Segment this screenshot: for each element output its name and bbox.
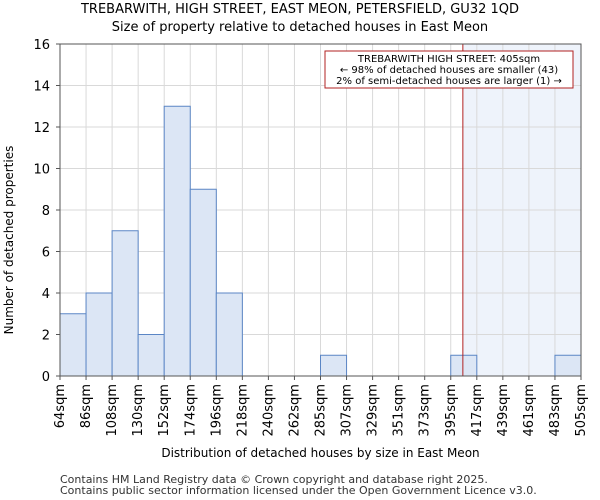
x-tick-label: 152sqm <box>157 384 172 437</box>
annotation-line-2: ← 98% of detached houses are smaller (43… <box>340 65 558 76</box>
x-tick-label: 307sqm <box>340 384 355 437</box>
x-tick-label: 240sqm <box>261 384 276 437</box>
x-tick-label: 174sqm <box>183 384 198 437</box>
histogram-bar <box>450 354 478 377</box>
histogram-bar <box>320 354 348 377</box>
histogram-bar <box>59 313 87 377</box>
histogram-bar <box>137 334 165 377</box>
x-tick-label: 64sqm <box>53 384 68 428</box>
x-tick-label: 130sqm <box>131 384 146 437</box>
x-tick-label: 417sqm <box>470 384 485 437</box>
x-tick-label: 108sqm <box>105 384 120 437</box>
x-tick-label: 285sqm <box>314 384 329 437</box>
histogram-bar <box>85 292 113 377</box>
histogram-bar <box>554 354 582 377</box>
chart-title: TREBARWITH, HIGH STREET, EAST MEON, PETE… <box>80 2 520 17</box>
x-tick-label: 351sqm <box>392 384 407 437</box>
x-tick-label: 86sqm <box>79 384 94 428</box>
x-tick-label: 196sqm <box>209 384 224 437</box>
annotation-box <box>324 50 574 89</box>
x-tick-label: 505sqm <box>574 384 589 437</box>
footer-licence: Contains public sector information licen… <box>60 484 537 497</box>
x-axis-label: Distribution of detached houses by size … <box>161 446 479 460</box>
x-tick-label: 329sqm <box>366 384 381 437</box>
footer-copyright: Contains HM Land Registry data © Crown c… <box>60 473 488 486</box>
x-tick-label: 395sqm <box>444 384 459 437</box>
y-tick-label: 0 <box>42 370 50 385</box>
y-tick-label: 2 <box>42 329 50 344</box>
y-tick-label: 12 <box>33 121 50 136</box>
x-tick-label: 218sqm <box>235 384 250 437</box>
histogram-bar <box>189 188 217 377</box>
y-axis-label: Number of detached properties <box>2 146 16 335</box>
annotation-line-1: TREBARWITH HIGH STREET: 405sqm <box>357 54 540 65</box>
x-tick-label: 439sqm <box>496 384 511 437</box>
y-tick-label: 10 <box>33 163 50 178</box>
histogram-bar <box>163 105 191 377</box>
annotation-line-3: 2% of semi-detached houses are larger (1… <box>336 76 562 87</box>
x-tick-label: 373sqm <box>418 384 433 437</box>
y-tick-label: 6 <box>42 246 50 261</box>
y-tick-label: 14 <box>33 80 50 95</box>
histogram-bar <box>215 292 243 377</box>
x-tick-label: 483sqm <box>548 384 563 437</box>
y-tick-label: 8 <box>42 204 50 219</box>
y-tick-label: 4 <box>42 287 50 302</box>
chart-subtitle: Size of property relative to detached ho… <box>111 20 489 35</box>
x-tick-label: 262sqm <box>287 384 302 437</box>
x-tick-label: 461sqm <box>522 384 537 437</box>
y-tick-label: 16 <box>33 38 50 53</box>
histogram-bar <box>111 230 139 377</box>
